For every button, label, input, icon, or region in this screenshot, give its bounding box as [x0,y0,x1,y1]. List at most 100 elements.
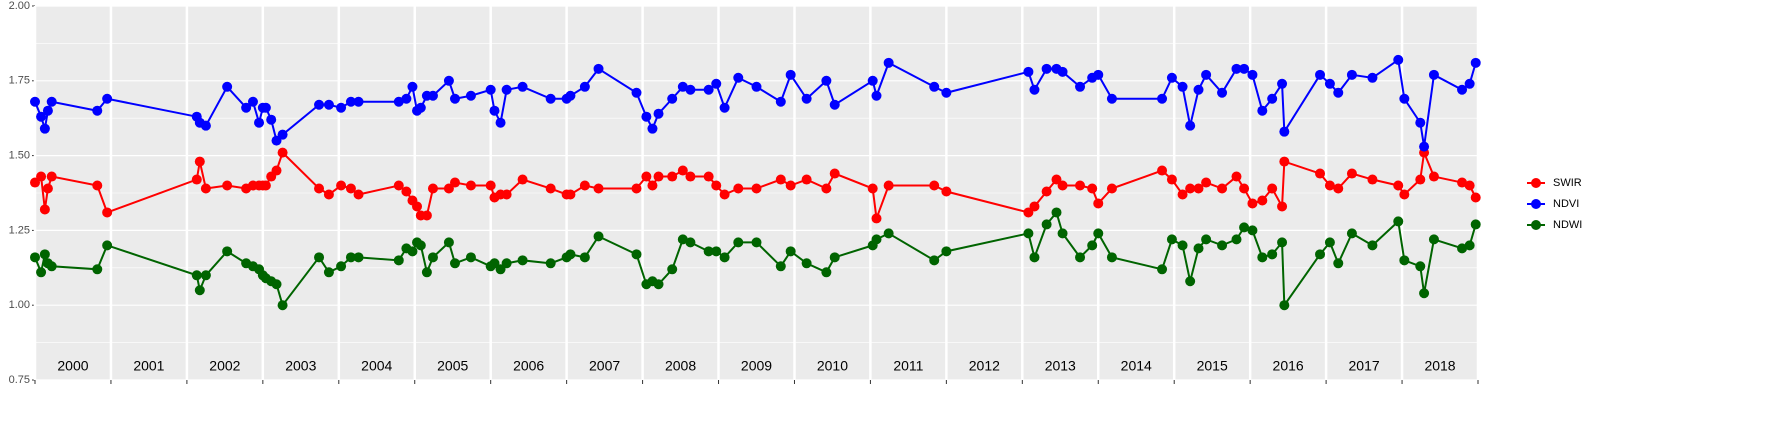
data-point [1464,78,1475,89]
y-tick-label: 0.75 [9,374,30,386]
data-point [1041,186,1052,197]
data-point [719,252,730,263]
data-point [407,81,418,92]
data-point [1157,264,1168,275]
data-point [36,111,47,122]
data-point [941,186,952,197]
data-point [1041,219,1052,230]
period-label: 2006 [513,358,544,374]
data-point [1277,237,1288,248]
data-point [667,93,678,104]
data-point [871,90,882,101]
data-point [711,180,722,191]
data-point [1157,93,1168,104]
data-point [42,105,53,116]
legend-swatch [1531,178,1541,188]
data-point [829,252,840,263]
data-point [545,183,556,194]
period-label: 2004 [361,358,392,374]
data-point [1157,165,1168,176]
data-point [641,171,652,182]
data-point [677,234,688,245]
data-point [1185,276,1196,287]
data-point [1470,192,1481,203]
data-point [443,237,454,248]
data-point [277,300,288,311]
data-point [867,75,878,86]
data-point [667,171,678,182]
data-point [222,81,233,92]
data-point [1247,69,1258,80]
data-point [871,234,882,245]
data-point [1201,177,1212,188]
data-point [336,102,347,113]
data-point [323,267,334,278]
data-point [685,171,696,182]
data-point [883,228,894,239]
data-point [1315,69,1326,80]
data-point [353,189,364,200]
data-point [1419,288,1430,299]
data-point [1457,243,1468,254]
data-point [1087,183,1098,194]
data-point [517,255,528,266]
period-label: 2012 [969,358,1000,374]
data-point [421,210,432,221]
data-point [1185,120,1196,131]
data-point [1428,171,1439,182]
data-point [1257,252,1268,263]
data-point [501,258,512,269]
data-point [1315,168,1326,179]
legend-swatch [1531,220,1541,230]
data-point [1393,180,1404,191]
legend-label: SWIR [1553,177,1582,189]
data-point [1399,93,1410,104]
data-point [200,120,211,131]
data-point [191,270,202,281]
data-point [102,93,113,104]
data-point [1166,174,1177,185]
data-point [42,183,53,194]
data-point [733,183,744,194]
legend-label: NDVI [1553,198,1579,210]
data-point [751,81,762,92]
data-point [336,261,347,272]
data-point [1457,177,1468,188]
data-point [314,183,325,194]
data-point [501,189,512,200]
data-point [631,183,642,194]
data-point [465,180,476,191]
data-point [345,252,356,263]
data-point [427,90,438,101]
data-point [579,180,590,191]
data-point [393,96,404,107]
data-point [1057,180,1068,191]
data-point [517,174,528,185]
period-label: 2017 [1349,358,1380,374]
data-point [401,93,412,104]
data-point [1267,93,1278,104]
data-point [751,183,762,194]
data-point [1193,183,1204,194]
data-point [941,87,952,98]
data-point [579,81,590,92]
data-point [449,93,460,104]
data-point [565,249,576,260]
data-point [1393,54,1404,65]
data-point [929,81,940,92]
period-label: 2013 [1045,358,1076,374]
data-point [785,69,796,80]
data-point [222,246,233,257]
data-point [1185,183,1196,194]
data-point [1279,126,1290,137]
data-point [1324,78,1335,89]
data-point [46,171,57,182]
data-point [30,252,40,263]
data-point [775,261,786,272]
y-tick-label: 2.00 [9,0,30,12]
data-point [733,237,744,248]
data-point [427,252,438,263]
data-point [1277,201,1288,212]
data-point [323,99,334,110]
data-point [1075,252,1086,263]
